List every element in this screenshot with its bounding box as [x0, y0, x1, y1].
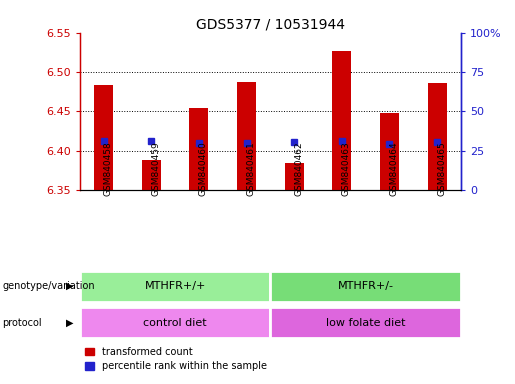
Bar — [142, 160, 161, 190]
Text: ▶: ▶ — [66, 318, 73, 328]
Bar — [237, 82, 256, 190]
Bar — [427, 83, 447, 190]
Text: genotype/variation: genotype/variation — [3, 281, 95, 291]
Bar — [285, 163, 304, 190]
Bar — [80, 307, 270, 338]
Text: GSM840458: GSM840458 — [104, 141, 113, 196]
Text: GSM840459: GSM840459 — [151, 141, 160, 196]
Bar — [190, 108, 209, 190]
Bar — [94, 85, 113, 190]
Text: ▶: ▶ — [66, 281, 73, 291]
Text: MTHFR+/-: MTHFR+/- — [338, 281, 393, 291]
Text: GSM840465: GSM840465 — [437, 141, 446, 196]
Bar — [380, 113, 399, 190]
Bar — [270, 307, 461, 338]
Text: low folate diet: low folate diet — [326, 318, 405, 328]
Text: GSM840460: GSM840460 — [199, 141, 208, 196]
Text: GSM840464: GSM840464 — [389, 141, 399, 196]
Title: GDS5377 / 10531944: GDS5377 / 10531944 — [196, 18, 345, 31]
Legend: transformed count, percentile rank within the sample: transformed count, percentile rank withi… — [84, 347, 267, 371]
Bar — [270, 270, 461, 302]
Text: MTHFR+/+: MTHFR+/+ — [144, 281, 206, 291]
Text: GSM840462: GSM840462 — [294, 141, 303, 196]
Text: GSM840461: GSM840461 — [247, 141, 255, 196]
Bar — [80, 270, 270, 302]
Text: control diet: control diet — [143, 318, 207, 328]
Text: protocol: protocol — [3, 318, 42, 328]
Text: GSM840463: GSM840463 — [342, 141, 351, 196]
Bar — [332, 51, 351, 190]
